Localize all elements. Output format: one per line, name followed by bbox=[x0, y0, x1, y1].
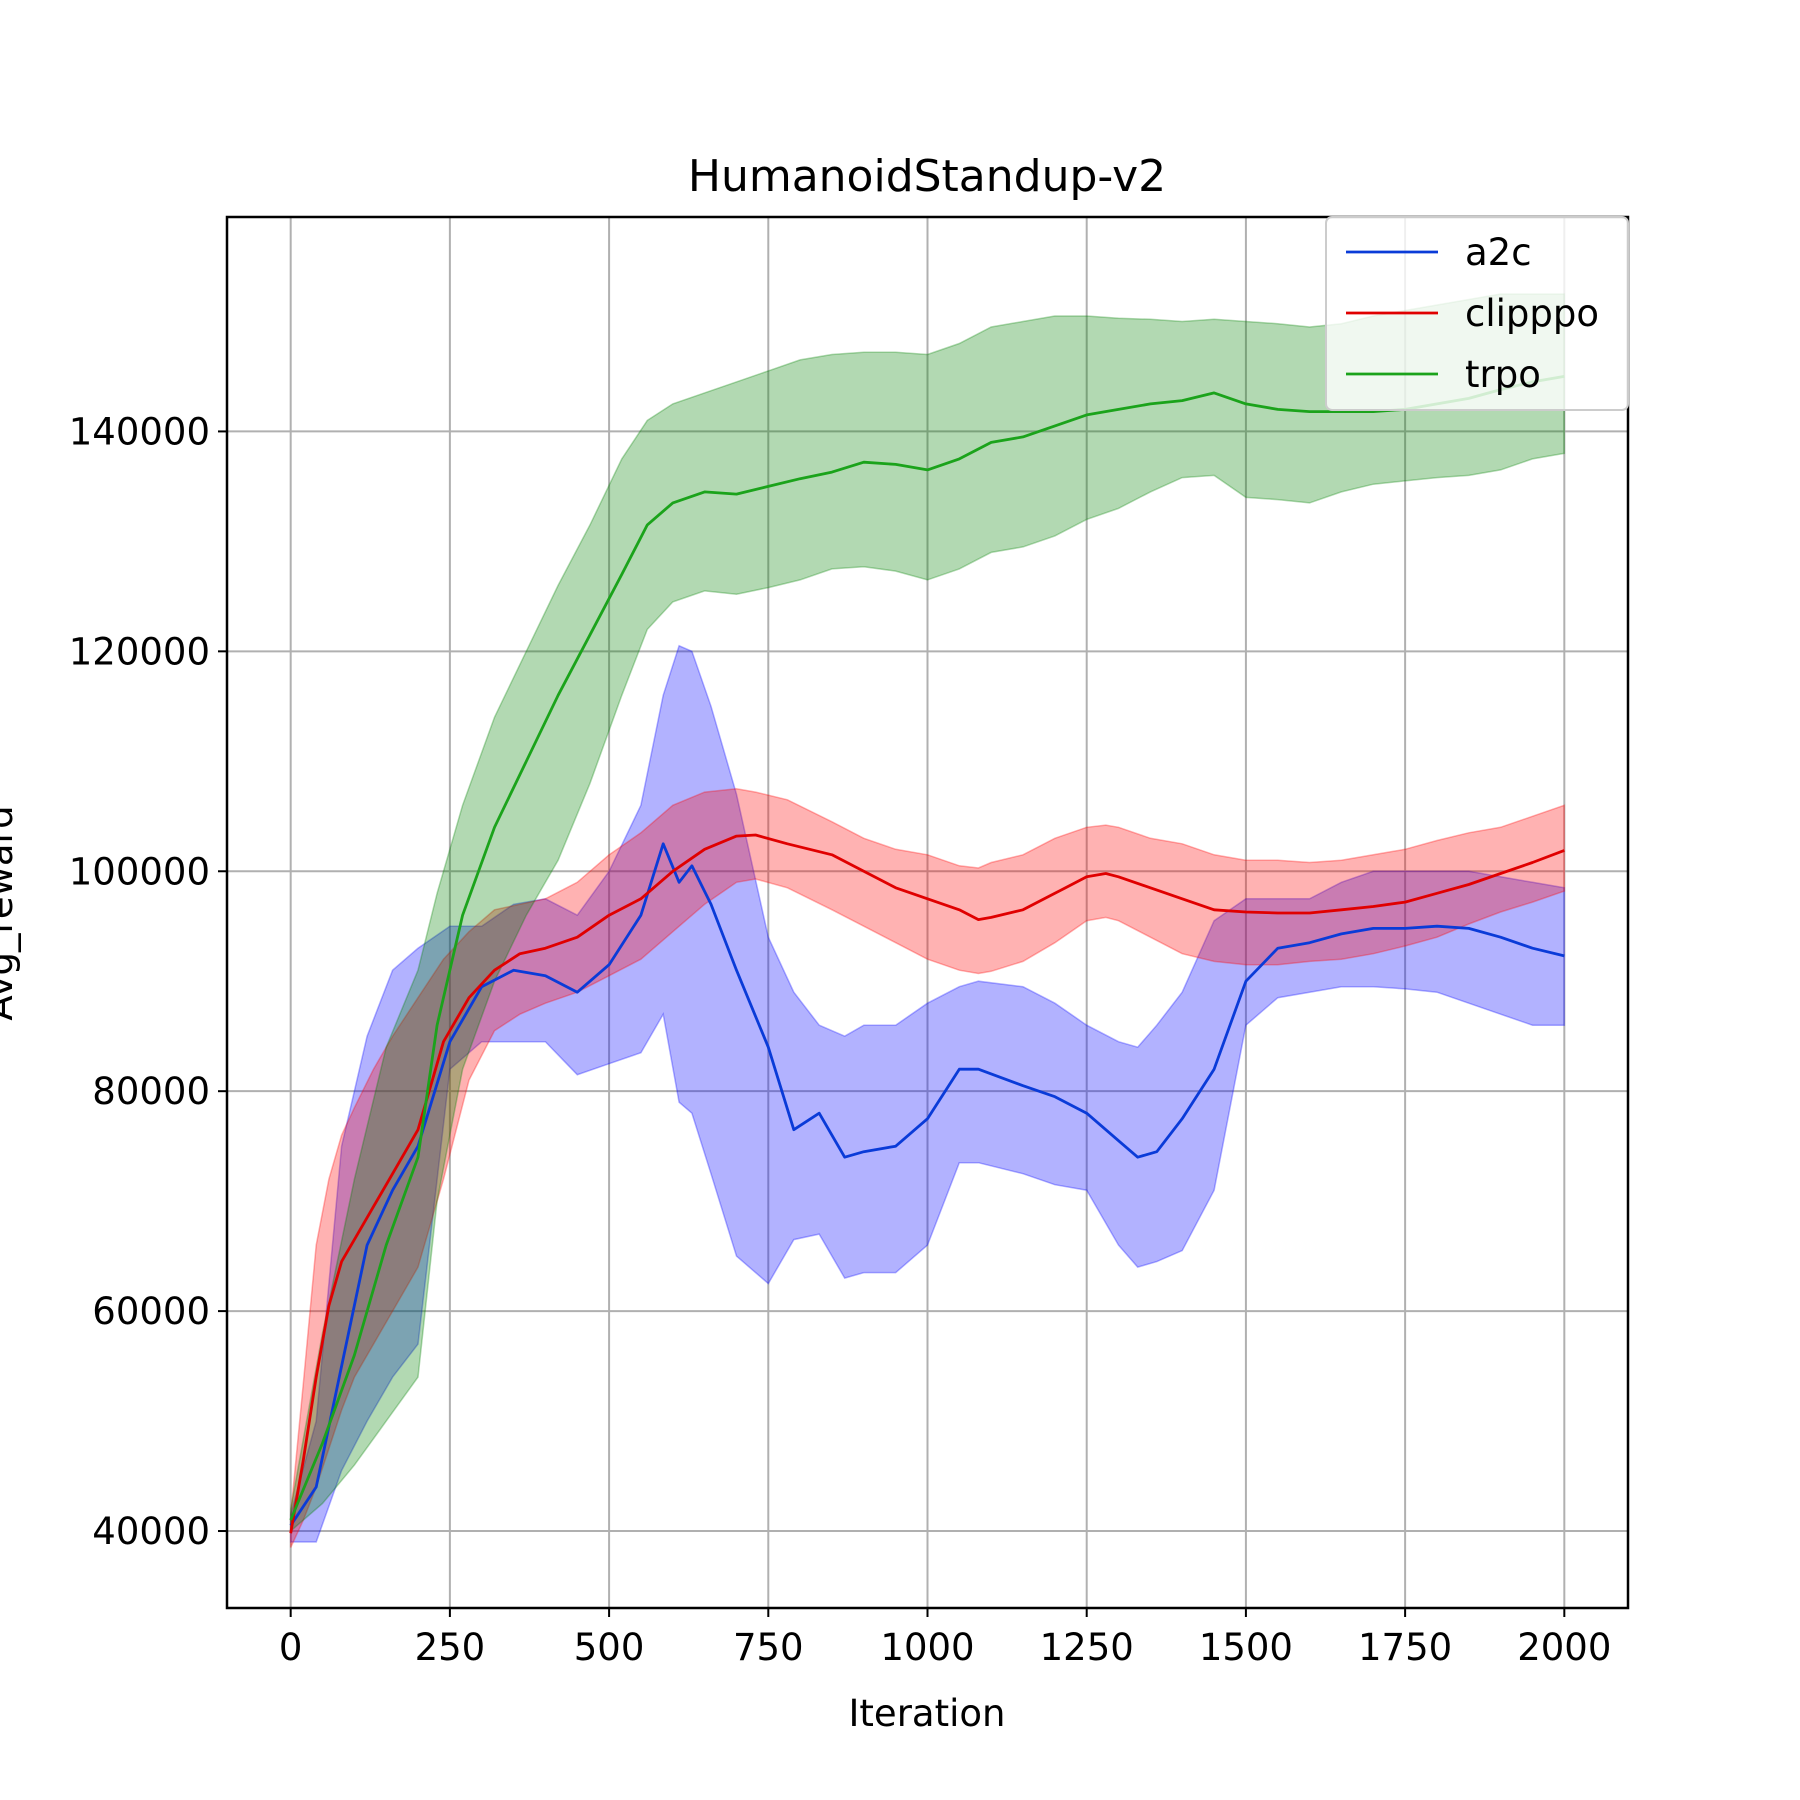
x-tick-label: 1500 bbox=[1199, 1626, 1293, 1669]
chart-title: HumanoidStandup-v2 bbox=[688, 151, 1166, 202]
x-tick-label: 1750 bbox=[1358, 1626, 1452, 1669]
band-clipppo bbox=[289, 788, 1566, 1548]
confidence-bands bbox=[289, 293, 1566, 1548]
x-tick-label: 500 bbox=[574, 1626, 645, 1669]
y-axis-ticks: 40000 60000 80000 100000 120000 140000 bbox=[69, 410, 227, 1553]
legend-label-a2c: a2c bbox=[1465, 231, 1532, 274]
y-axis-label: Avg_reward bbox=[0, 805, 21, 1020]
x-axis-ticks: 0 250 500 750 1000 1250 1500 1750 2000 bbox=[279, 1608, 1611, 1669]
y-tick-label: 80000 bbox=[92, 1070, 210, 1113]
y-tick-label: 140000 bbox=[69, 410, 210, 453]
legend: a2c clipppo trpo bbox=[1325, 216, 1629, 411]
y-tick-label: 100000 bbox=[69, 850, 210, 893]
y-tick-label: 40000 bbox=[92, 1510, 210, 1553]
x-axis-label: Iteration bbox=[849, 1692, 1006, 1735]
legend-label-clipppo: clipppo bbox=[1465, 292, 1599, 335]
line-clipppo bbox=[289, 833, 1565, 1534]
x-tick-label: 1250 bbox=[1040, 1626, 1134, 1669]
x-tick-label: 250 bbox=[415, 1626, 486, 1669]
series-lines bbox=[289, 375, 1565, 1534]
x-tick-label: 2000 bbox=[1517, 1626, 1611, 1669]
y-tick-label: 60000 bbox=[92, 1290, 210, 1333]
band-trpo bbox=[289, 293, 1566, 1533]
y-tick-label: 120000 bbox=[69, 630, 210, 673]
x-tick-label: 750 bbox=[733, 1626, 804, 1669]
line-trpo bbox=[289, 375, 1565, 1521]
band-a2c bbox=[289, 644, 1566, 1543]
legend-label-trpo: trpo bbox=[1465, 353, 1541, 396]
line-a2c bbox=[289, 842, 1565, 1527]
x-tick-label: 0 bbox=[279, 1626, 303, 1669]
x-tick-label: 1000 bbox=[880, 1626, 974, 1669]
legend-box bbox=[1325, 216, 1629, 411]
grid bbox=[227, 217, 1628, 1608]
